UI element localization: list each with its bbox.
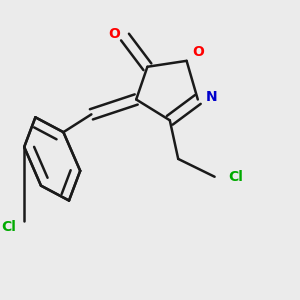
Text: O: O bbox=[108, 27, 120, 41]
Text: N: N bbox=[206, 89, 218, 103]
Text: O: O bbox=[192, 45, 204, 59]
Text: Cl: Cl bbox=[229, 170, 244, 184]
Text: Cl: Cl bbox=[1, 220, 16, 234]
